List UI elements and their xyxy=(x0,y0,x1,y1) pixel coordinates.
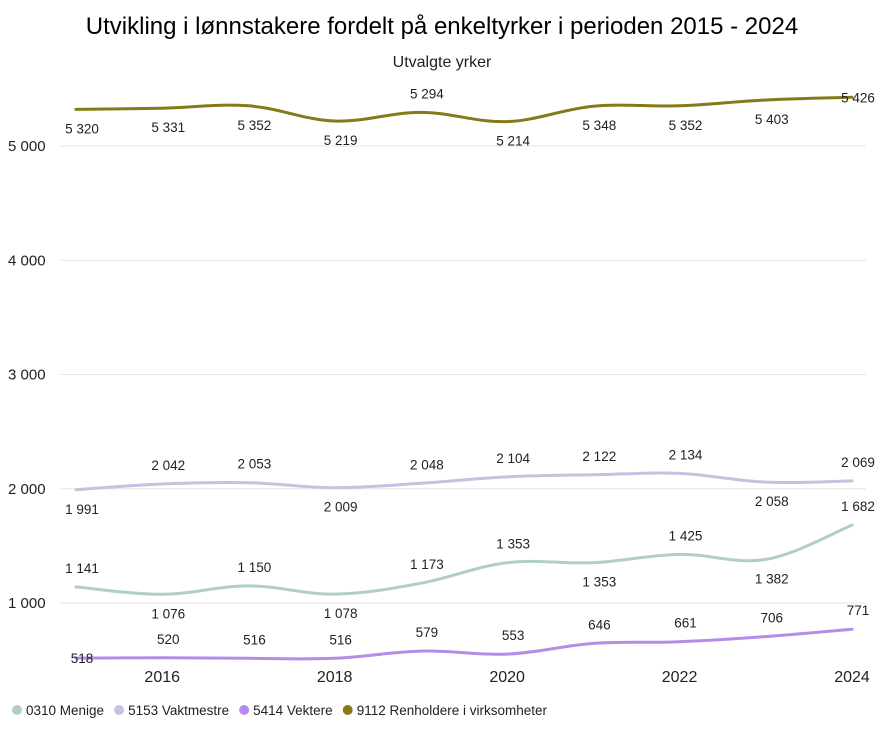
data-label: 2 134 xyxy=(669,447,703,462)
data-label: 1 353 xyxy=(496,537,530,552)
data-label: 1 173 xyxy=(410,557,444,572)
data-label: 5 294 xyxy=(410,86,444,101)
data-label: 1 682 xyxy=(841,499,875,514)
y-tick-label: 4 000 xyxy=(8,252,46,269)
data-label: 5 403 xyxy=(755,112,789,127)
data-label: 1 353 xyxy=(582,575,616,590)
data-label: 2 058 xyxy=(755,494,789,509)
data-label: 5 352 xyxy=(238,118,272,133)
data-label: 2 042 xyxy=(151,458,185,473)
data-label: 1 150 xyxy=(238,560,272,575)
y-tick-label: 2 000 xyxy=(8,481,46,498)
data-label: 2 122 xyxy=(582,449,616,464)
data-label: 2 053 xyxy=(238,457,272,472)
data-label: 1 991 xyxy=(65,502,99,517)
data-label: 2 048 xyxy=(410,457,444,472)
data-label: 1 425 xyxy=(669,528,703,543)
data-label: 5 331 xyxy=(151,120,185,135)
series-line-2 xyxy=(74,471,854,492)
data-label: 579 xyxy=(416,625,439,640)
data-label: 520 xyxy=(157,632,180,647)
series-line-3 xyxy=(74,627,854,661)
legend-label: 5153 Vaktmestre xyxy=(128,703,229,718)
y-tick-label: 5 000 xyxy=(8,138,46,155)
data-label: 771 xyxy=(847,603,870,618)
legend-marker xyxy=(239,705,250,715)
x-tick-label: 2016 xyxy=(144,669,180,686)
data-labels: 1 141 1 076 1 150 1 078 1 173 1 353 1 353 1 425… xyxy=(65,86,875,666)
data-label: 516 xyxy=(243,632,266,647)
data-label: 1 076 xyxy=(151,606,185,621)
legend-label: 9112 Renholdere i virksomheter xyxy=(357,703,548,718)
legend-label: 0310 Menige xyxy=(26,703,104,718)
legend-label: 5414 Vektere xyxy=(253,703,333,718)
legend-marker xyxy=(12,705,22,715)
series-lines xyxy=(74,95,854,661)
data-label: 516 xyxy=(329,632,352,647)
series-line-1 xyxy=(74,523,854,596)
x-tick-label: 2020 xyxy=(489,669,525,686)
legend-marker xyxy=(342,705,353,715)
data-label: 2 009 xyxy=(324,500,358,515)
data-label: 661 xyxy=(674,616,697,631)
x-tick-label: 2022 xyxy=(662,669,698,686)
data-label: 5 426 xyxy=(841,90,875,105)
data-label: 646 xyxy=(588,617,611,632)
legend: 0310 Menige 5153 Vaktmestre 5414 Vektere 91… xyxy=(12,703,548,718)
data-label: 706 xyxy=(761,611,784,626)
x-axis: 2016 2018 2020 2022 2024 xyxy=(144,669,869,686)
data-label: 5 352 xyxy=(669,118,703,133)
data-label: 5 320 xyxy=(65,121,99,136)
y-tick-label: 3 000 xyxy=(8,367,46,384)
chart-title: Utvikling i lønnstakere fordelt på enkel… xyxy=(86,13,798,40)
data-label: 2 104 xyxy=(496,451,530,466)
data-label: 5 348 xyxy=(582,118,616,133)
x-tick-label: 2024 xyxy=(834,669,870,686)
data-label: 5 219 xyxy=(324,133,358,148)
data-label: 553 xyxy=(502,628,525,643)
data-label: 5 214 xyxy=(496,134,530,149)
gridlines xyxy=(60,145,866,604)
y-tick-label: 1 000 xyxy=(8,595,46,612)
legend-marker xyxy=(114,705,125,715)
data-label: 2 069 xyxy=(841,455,875,470)
data-label: 1 382 xyxy=(755,571,789,586)
data-label: 1 141 xyxy=(65,561,99,576)
data-label: 518 xyxy=(71,651,94,666)
chart-subtitle: Utvalgte yrker xyxy=(393,54,492,71)
y-axis: 1 000 2 000 3 000 4 000 5 000 xyxy=(8,138,46,612)
data-label: 1 078 xyxy=(324,606,358,621)
series-line-4 xyxy=(74,95,854,124)
x-tick-label: 2018 xyxy=(317,669,353,686)
